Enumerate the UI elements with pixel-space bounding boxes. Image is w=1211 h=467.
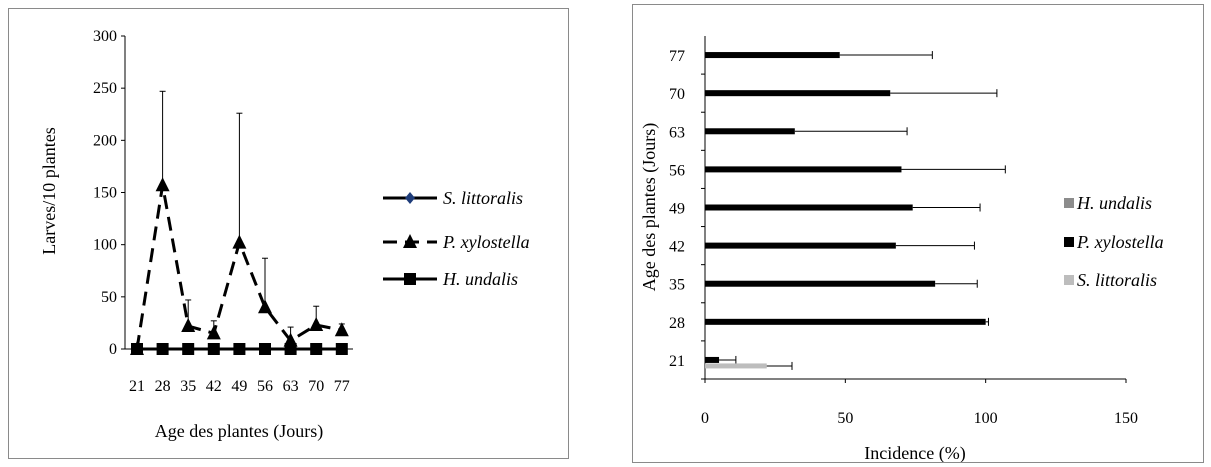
incidence-bar-chart: 0 50 100 150 21 28 35 42 49 56 63 70 77 Incidence (%)…: [639, 36, 1164, 462]
data-point-p-xylostella: [309, 317, 324, 332]
legend-marker-s-littoralis: [405, 192, 415, 204]
data-point-h-undalis: [335, 343, 348, 355]
bar-p-xylostella: [705, 166, 902, 173]
y-axis-title: Age des plantes (Jours): [639, 123, 660, 291]
legend-swatch-p-xylostella: [1064, 237, 1074, 247]
x-tick-label: 50: [837, 410, 853, 427]
bar-p-xylostella: [705, 280, 936, 287]
y-tick-label: 49: [669, 201, 685, 218]
y-tick-label: 150: [93, 185, 117, 202]
incidence-chart-panel: 0 50 100 150 21 28 35 42 49 56 63 70 77 Incidence (%)…: [632, 4, 1204, 463]
x-tick-label: 70: [308, 378, 324, 395]
legend-marker-h-undalis: [404, 273, 416, 285]
y-tick-label: 70: [669, 86, 685, 103]
bar-p-xylostella: [705, 52, 840, 59]
x-tick-label: 0: [701, 410, 709, 427]
data-point-p-xylostella: [155, 177, 170, 192]
bar-p-xylostella: [705, 356, 720, 363]
x-tick-label: 28: [155, 378, 171, 395]
y-tick-label: 50: [101, 289, 117, 306]
bar-p-xylostella: [705, 204, 913, 211]
data-point-h-undalis: [233, 343, 246, 355]
legend-label-h-undalis: H. undalis: [442, 269, 518, 289]
data-point-h-undalis: [156, 343, 169, 355]
legend-label-p-xylostella: P. xylostella: [442, 232, 530, 252]
y-tick-label: 100: [93, 237, 117, 254]
x-tick-label: 42: [206, 378, 222, 395]
data-point-h-undalis: [207, 343, 220, 355]
y-tick-label: 250: [93, 80, 117, 97]
bar-s-littoralis: [705, 363, 767, 369]
legend-label-s-littoralis: S. littoralis: [443, 188, 523, 208]
legend-label-p-xylostella: P. xylostella: [1076, 232, 1164, 252]
data-point-p-xylostella: [181, 318, 196, 333]
larvae-line-chart: 0 50 100 150 200 250 300 21 28 35 42 49 56 63 70 77 Age …: [39, 28, 530, 442]
y-tick-label: 0: [109, 341, 117, 358]
y-tick-label: 300: [93, 28, 117, 45]
larvae-chart-panel: 0 50 100 150 200 250 300 21 28 35 42 49 56 63 70 77 Age …: [8, 8, 569, 459]
x-axis-title: Incidence (%): [864, 443, 965, 462]
y-tick-label: 42: [669, 239, 685, 256]
y-tick-label: 200: [93, 132, 117, 149]
y-tick-label: 21: [669, 353, 685, 370]
legend-swatch-h-undalis: [1064, 198, 1074, 208]
legend-label-h-undalis: H. undalis: [1076, 193, 1152, 213]
y-tick-label: 63: [669, 124, 685, 141]
bar-p-xylostella: [705, 242, 896, 249]
bar-p-xylostella: [705, 90, 891, 97]
y-tick-label: 56: [669, 162, 685, 179]
data-point-p-xylostella: [334, 322, 349, 337]
data-point-h-undalis: [310, 343, 323, 355]
x-tick-label: 100: [974, 410, 998, 427]
data-point-p-xylostella: [258, 299, 272, 314]
data-point-h-undalis: [259, 343, 271, 355]
data-point-p-xylostella: [232, 234, 247, 249]
x-tick-label: 150: [1114, 410, 1138, 427]
x-tick-label: 35: [180, 378, 196, 395]
y-tick-label: 28: [669, 315, 685, 332]
x-tick-label: 63: [283, 378, 299, 395]
data-point-h-undalis: [182, 343, 195, 355]
data-point-h-undalis: [284, 343, 297, 355]
legend-label-s-littoralis: S. littoralis: [1077, 270, 1157, 290]
y-tick-label: 77: [669, 48, 685, 65]
legend-swatch-s-littoralis: [1064, 275, 1074, 285]
y-axis-title: Larves/10 plantes: [39, 127, 59, 254]
x-tick-label: 49: [231, 378, 247, 395]
bar-p-xylostella: [705, 318, 986, 325]
legend-marker-p-xylostella: [403, 234, 417, 248]
x-tick-label: 56: [257, 378, 273, 395]
x-tick-label: 21: [129, 378, 145, 395]
data-point-p-xylostella: [206, 325, 221, 340]
data-point-h-undalis: [131, 343, 143, 355]
bar-p-xylostella: [705, 128, 795, 135]
x-axis-title: Age des plantes (Jours): [155, 421, 323, 442]
x-tick-label: 77: [334, 378, 350, 395]
y-tick-label: 35: [669, 277, 685, 294]
